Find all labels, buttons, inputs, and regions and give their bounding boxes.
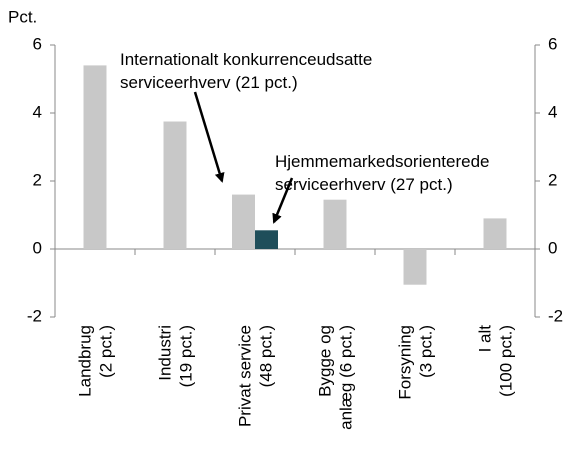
bar	[483, 218, 507, 249]
x-tick-label: (2 pct.)	[96, 325, 115, 378]
bar	[323, 199, 347, 249]
bar	[232, 194, 255, 249]
bar	[255, 230, 278, 249]
bar	[83, 65, 107, 250]
y-tick-label: -2	[27, 306, 42, 325]
bar	[163, 121, 187, 249]
y-tick-label: 2	[33, 170, 42, 189]
y2-tick-label: 4	[548, 102, 557, 121]
y-tick-label: 6	[33, 34, 42, 53]
y2-tick-label: 2	[548, 170, 557, 189]
y-tick-label: 4	[33, 102, 42, 121]
y-axis-label: Pct.	[8, 7, 37, 26]
x-tick-label: Industri	[155, 325, 174, 381]
x-tick-label: (3 pct.)	[416, 325, 435, 378]
annotation-arrow	[193, 91, 225, 183]
x-tick-label: Bygge og	[315, 325, 334, 397]
y2-tick-label: 0	[548, 238, 557, 257]
bar	[403, 249, 427, 285]
x-tick-label: (48 pct.)	[256, 325, 275, 387]
series-label: Internationalt konkurrenceudsatte servic…	[120, 50, 373, 92]
series-label: Hjemmemarkedsorienterede serviceerhverv …	[275, 152, 490, 194]
x-tick-label: Landbrug	[75, 325, 94, 397]
x-tick-label: Privat service	[235, 325, 254, 427]
y-tick-label: 0	[33, 238, 42, 257]
x-tick-label: (100 pct.)	[496, 325, 515, 397]
x-tick-label: Forsyning	[395, 325, 414, 400]
x-tick-label: (19 pct.)	[176, 325, 195, 387]
y2-tick-label: -2	[548, 306, 563, 325]
y2-tick-label: 6	[548, 34, 557, 53]
x-tick-label: anlæg (6 pct.)	[336, 325, 355, 430]
x-tick-label: I alt	[475, 325, 494, 353]
annotation-arrow	[272, 177, 294, 224]
